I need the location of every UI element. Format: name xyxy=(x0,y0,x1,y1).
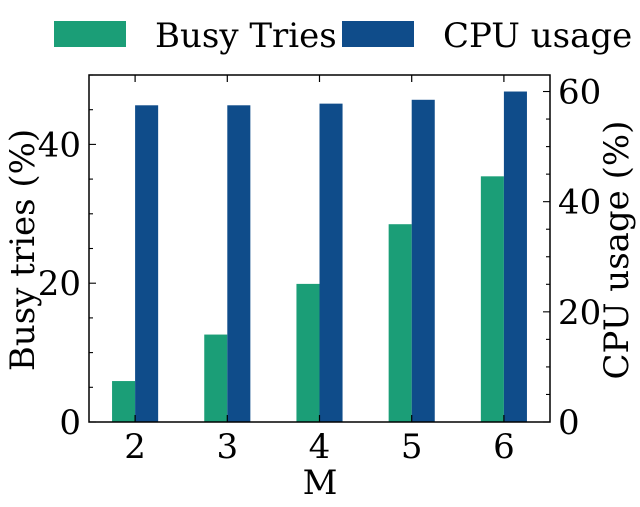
left-tick-label-0: 0 xyxy=(59,403,81,443)
x-tick-label-5: 5 xyxy=(401,427,423,467)
x-tick-label-4: 4 xyxy=(309,427,331,467)
right-tick-label-60: 60 xyxy=(558,73,601,113)
bar-cpu-usage-2 xyxy=(135,105,159,423)
left-tick-label-40: 40 xyxy=(38,125,81,165)
x-tick-label-3: 3 xyxy=(216,427,238,467)
bar-busy-tries-5 xyxy=(388,224,412,422)
bar-cpu-usage-4 xyxy=(319,103,343,423)
bar-busy-tries-6 xyxy=(480,176,504,422)
bars xyxy=(112,91,527,423)
bar-busy-tries-3 xyxy=(204,334,228,422)
left-tick-label-20: 20 xyxy=(38,264,81,304)
right-tick-label-20: 20 xyxy=(558,293,601,333)
legend: Busy Tries CPU usage xyxy=(54,16,632,56)
right-axis-title: CPU usage (%) xyxy=(597,121,637,380)
legend-label-busy-tries: Busy Tries xyxy=(155,16,337,56)
left-axis-title: Busy tries (%) xyxy=(3,129,43,371)
x-tick-label-2: 2 xyxy=(124,427,146,467)
x-tick-label-6: 6 xyxy=(493,427,515,467)
x-axis-title: M xyxy=(303,463,338,503)
bar-cpu-usage-5 xyxy=(411,99,435,423)
bar-cpu-usage-3 xyxy=(227,105,251,423)
bar-busy-tries-2 xyxy=(112,381,136,422)
right-tick-label-0: 0 xyxy=(558,403,580,443)
bar-busy-tries-4 xyxy=(296,283,320,422)
plot-frame xyxy=(88,74,551,423)
legend-label-cpu-usage: CPU usage xyxy=(443,16,632,56)
right-tick-label-40: 40 xyxy=(558,183,601,223)
bar-cpu-usage-6 xyxy=(503,91,527,423)
legend-swatch-cpu-usage xyxy=(342,21,414,47)
legend-swatch-busy-tries xyxy=(54,21,126,47)
